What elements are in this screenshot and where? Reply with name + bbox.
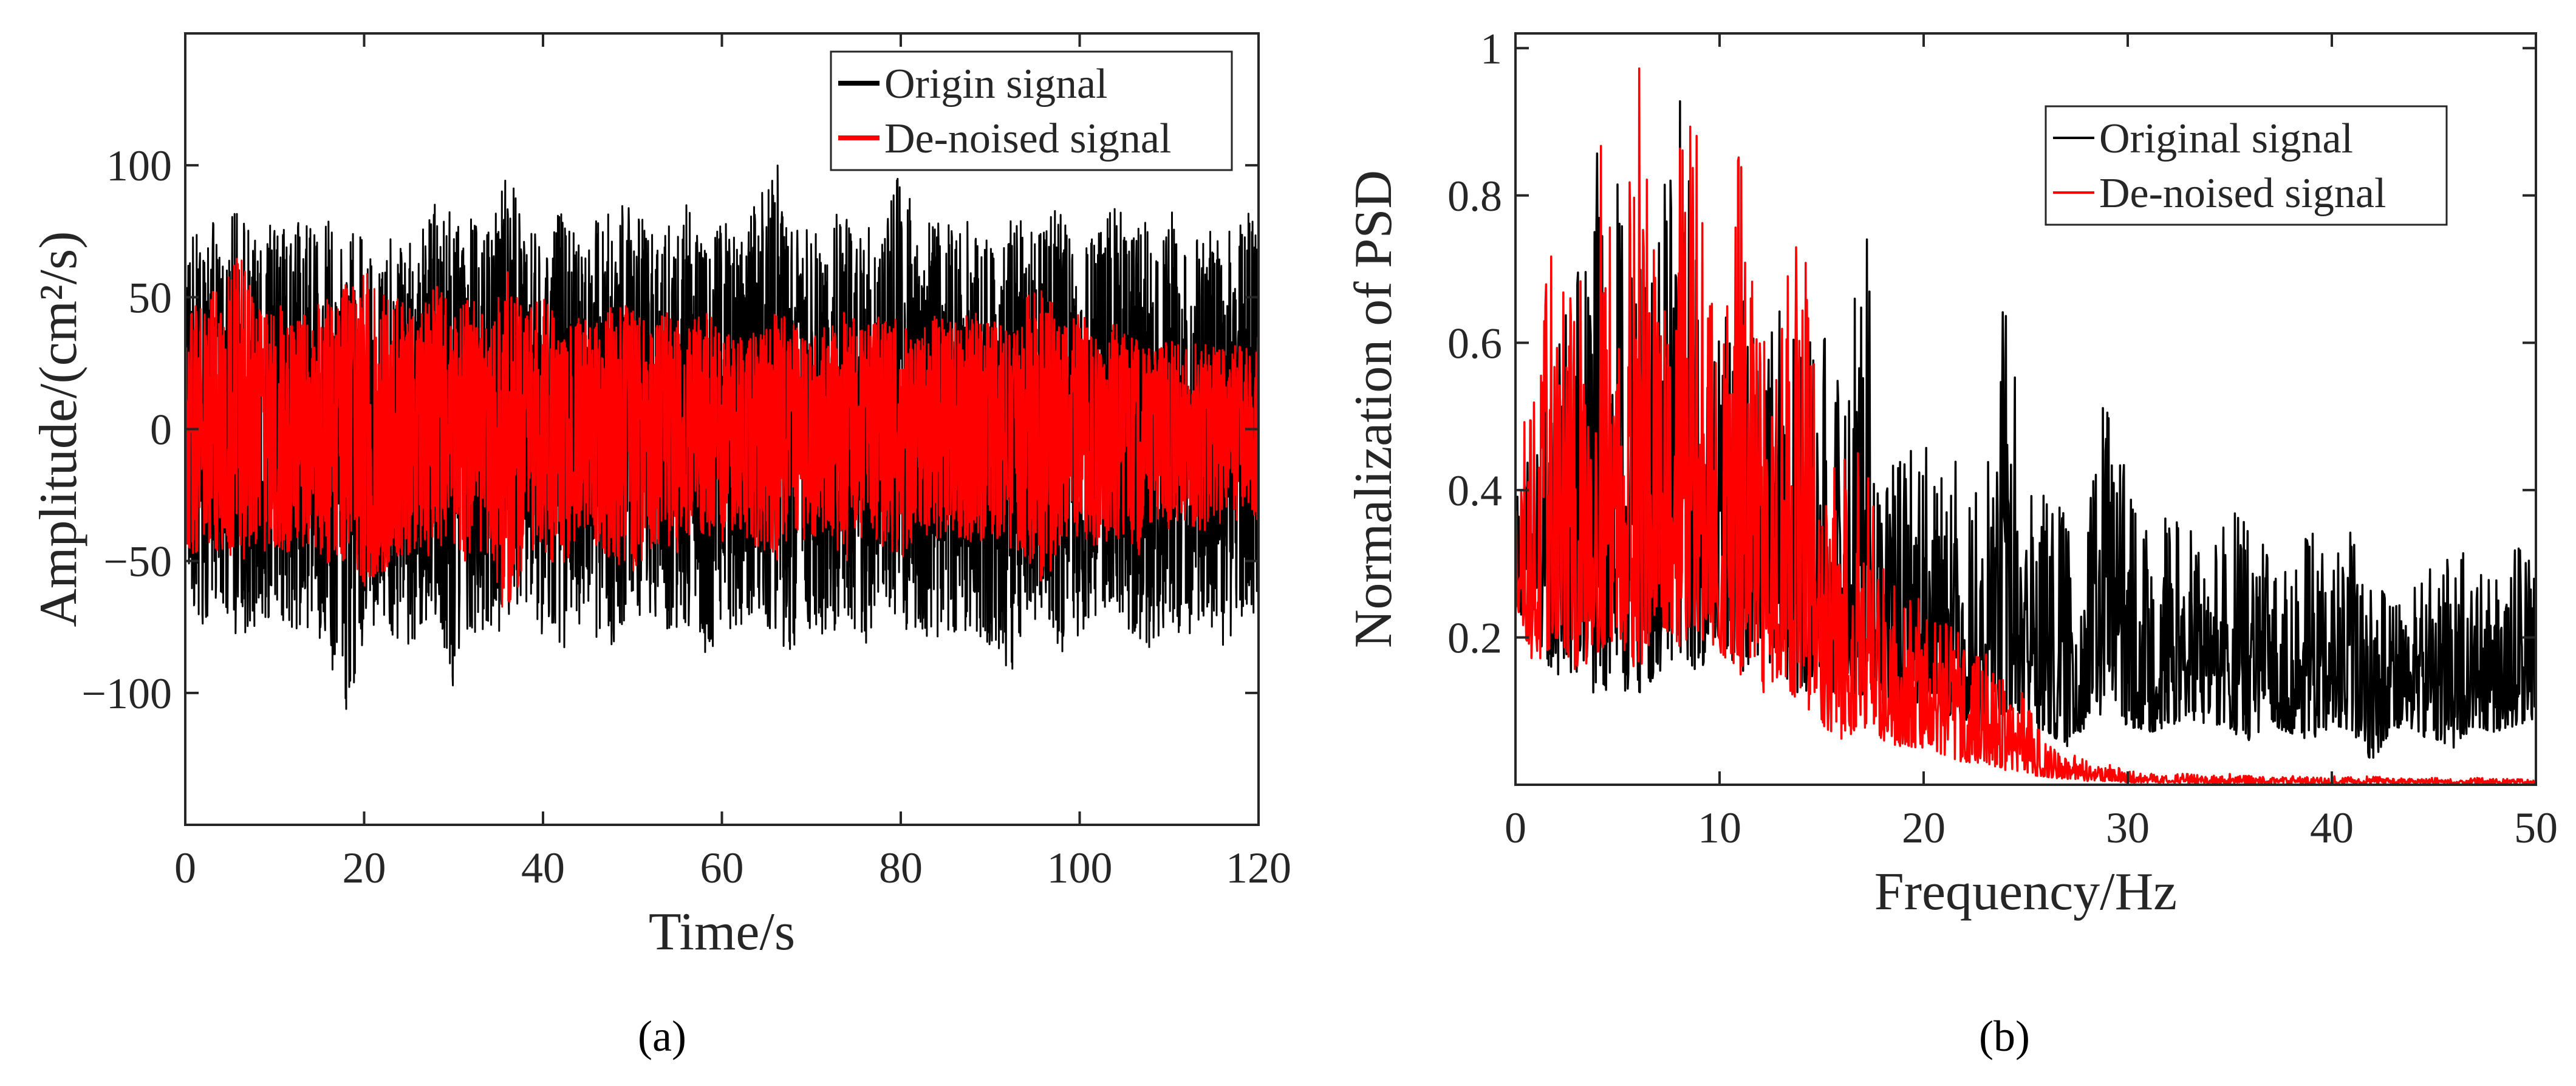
y-tick-label: 0.4 (1447, 466, 1502, 515)
y-tick-label: 0.8 (1447, 172, 1502, 220)
legend-entry: De-noised signal (884, 115, 1171, 162)
y-tick-label: 50 (128, 273, 172, 322)
y-tick-label: 0.2 (1447, 613, 1502, 662)
x-tick-label: 30 (2106, 804, 2150, 852)
x-tick-label: 50 (2514, 804, 2558, 852)
series-group (185, 165, 1259, 710)
legend-entry: Original signal (2099, 115, 2353, 162)
x-axis-title: Time/s (649, 903, 795, 961)
y-tick-label: −100 (81, 669, 172, 718)
x-axis-title: Frequency/Hz (1874, 862, 2177, 921)
y-tick-label: 100 (106, 142, 172, 190)
series-group (1515, 67, 2536, 785)
y-tick-label: 1 (1480, 24, 1502, 73)
axes-box (1514, 32, 2537, 786)
x-tick-label: 0 (174, 844, 196, 892)
legend-entry: De-noised signal (2099, 170, 2386, 217)
y-tick-label: −50 (103, 538, 172, 586)
x-tick-label: 60 (700, 844, 744, 892)
y-tick-label: 0.6 (1447, 319, 1502, 367)
series-line-1 (185, 258, 1259, 608)
legend: Origin signal De-noised signal (830, 50, 1233, 171)
x-tick-label: 80 (879, 844, 923, 892)
legend-box (830, 50, 1233, 171)
legend-box (2045, 105, 2448, 226)
y-tick-label: 0 (150, 406, 172, 454)
x-tick-label: 100 (1047, 844, 1113, 892)
x-tick-label: 40 (521, 844, 565, 892)
series-line-1 (1515, 67, 2536, 785)
chart-a: 0 20 40 60 80 100 120 −100 −50 0 50 100 Time/s Amplit… (29, 32, 1291, 1060)
y-axis-title: Amplitude/(cm²/s) (29, 231, 88, 627)
panel-label: (a) (638, 1012, 686, 1060)
x-tick-label: 20 (1902, 804, 1946, 852)
legend-entry: Origin signal (884, 61, 1107, 108)
x-tick-label: 0 (1505, 804, 1526, 852)
x-tick-label: 10 (1698, 804, 1741, 852)
chart-b: 0 10 20 30 40 50 0.2 0.4 0.6 0.8 1 Frequency/Hz Norm… (1344, 24, 2558, 1060)
x-tick-label: 120 (1226, 844, 1291, 892)
x-tick-label: 40 (2310, 804, 2354, 852)
y-axis-title: Normalization of PSD (1344, 170, 1403, 648)
panel-label: (b) (1979, 1012, 2030, 1060)
x-tick-label: 20 (343, 844, 386, 892)
legend: Original signal De-noised signal (2045, 105, 2448, 226)
